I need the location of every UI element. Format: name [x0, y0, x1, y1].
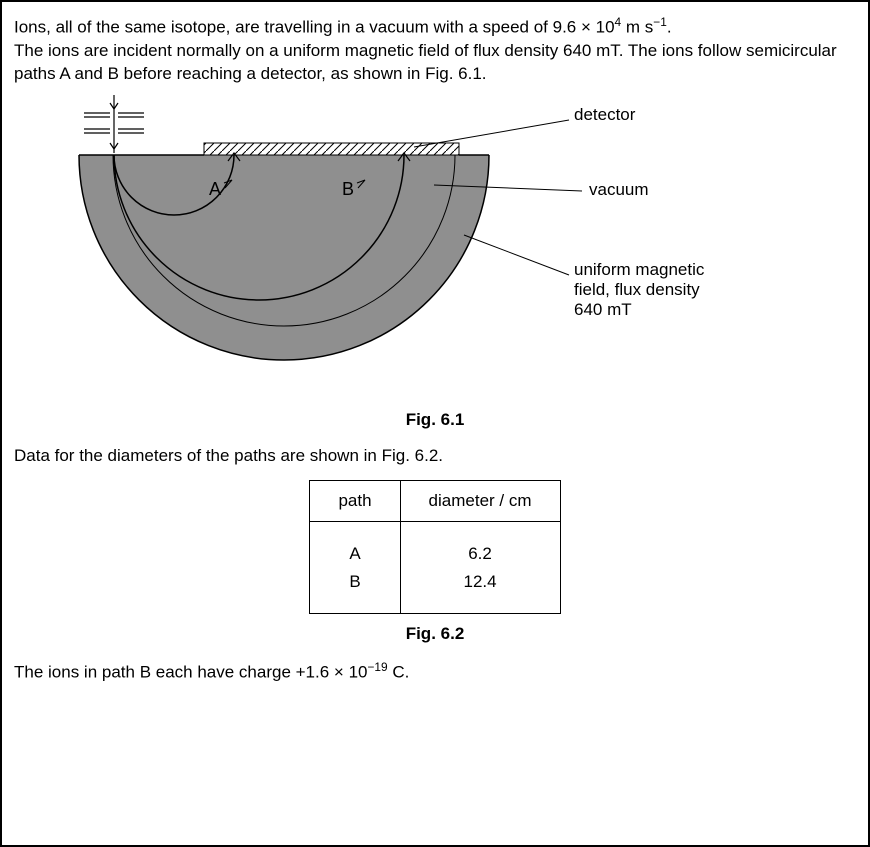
detector-bar: [204, 143, 459, 155]
intro-line1-c: .: [667, 18, 672, 37]
figure-1: A B detector vacuum uniform magnetic fie…: [14, 95, 856, 430]
label-field-1: uniform magnetic: [574, 260, 705, 279]
intro-line1-a: Ions, all of the same isotope, are trave…: [14, 18, 615, 37]
fig2-caption: Fig. 6.2: [14, 624, 856, 644]
intro-text: Ions, all of the same isotope, are trave…: [14, 14, 856, 85]
intro-exp2: −1: [653, 15, 667, 29]
diagram-svg: A B detector vacuum uniform magnetic fie…: [14, 95, 834, 395]
table-header-row: path diameter / cm: [310, 481, 560, 522]
label-b: B: [342, 179, 354, 199]
mid-text: Data for the diameters of the paths are …: [14, 446, 856, 466]
cell-a: A: [349, 544, 360, 563]
final-a: The ions in path B each have charge +1.6…: [14, 663, 367, 682]
intro-line1-b: m s: [621, 18, 653, 37]
table-cell-diams: 6.2 12.4: [400, 522, 560, 613]
table-header-diameter: diameter / cm: [400, 481, 560, 522]
label-field-2: field, flux density: [574, 280, 700, 299]
final-exp: −19: [367, 660, 387, 674]
cell-b: B: [349, 572, 360, 591]
final-text: The ions in path B each have charge +1.6…: [14, 660, 856, 683]
intro-line2: The ions are incident normally on a unif…: [14, 41, 837, 83]
data-table: path diameter / cm A B 6.2 12.4: [309, 480, 560, 613]
ion-entry: [84, 95, 144, 153]
cell-db: 12.4: [463, 572, 496, 591]
label-vacuum: vacuum: [589, 180, 649, 199]
table-cell-paths: A B: [310, 522, 400, 613]
label-detector: detector: [574, 105, 636, 124]
label-field-3: 640 mT: [574, 300, 632, 319]
cell-da: 6.2: [468, 544, 492, 563]
detector-leader: [414, 120, 569, 147]
fig1-caption: Fig. 6.1: [14, 410, 856, 430]
field-leader: [464, 235, 569, 275]
final-b: C.: [388, 663, 410, 682]
label-a: A: [209, 179, 221, 199]
page-container: Ions, all of the same isotope, are trave…: [0, 0, 870, 847]
table-row: A B 6.2 12.4: [310, 522, 560, 613]
table-header-path: path: [310, 481, 400, 522]
